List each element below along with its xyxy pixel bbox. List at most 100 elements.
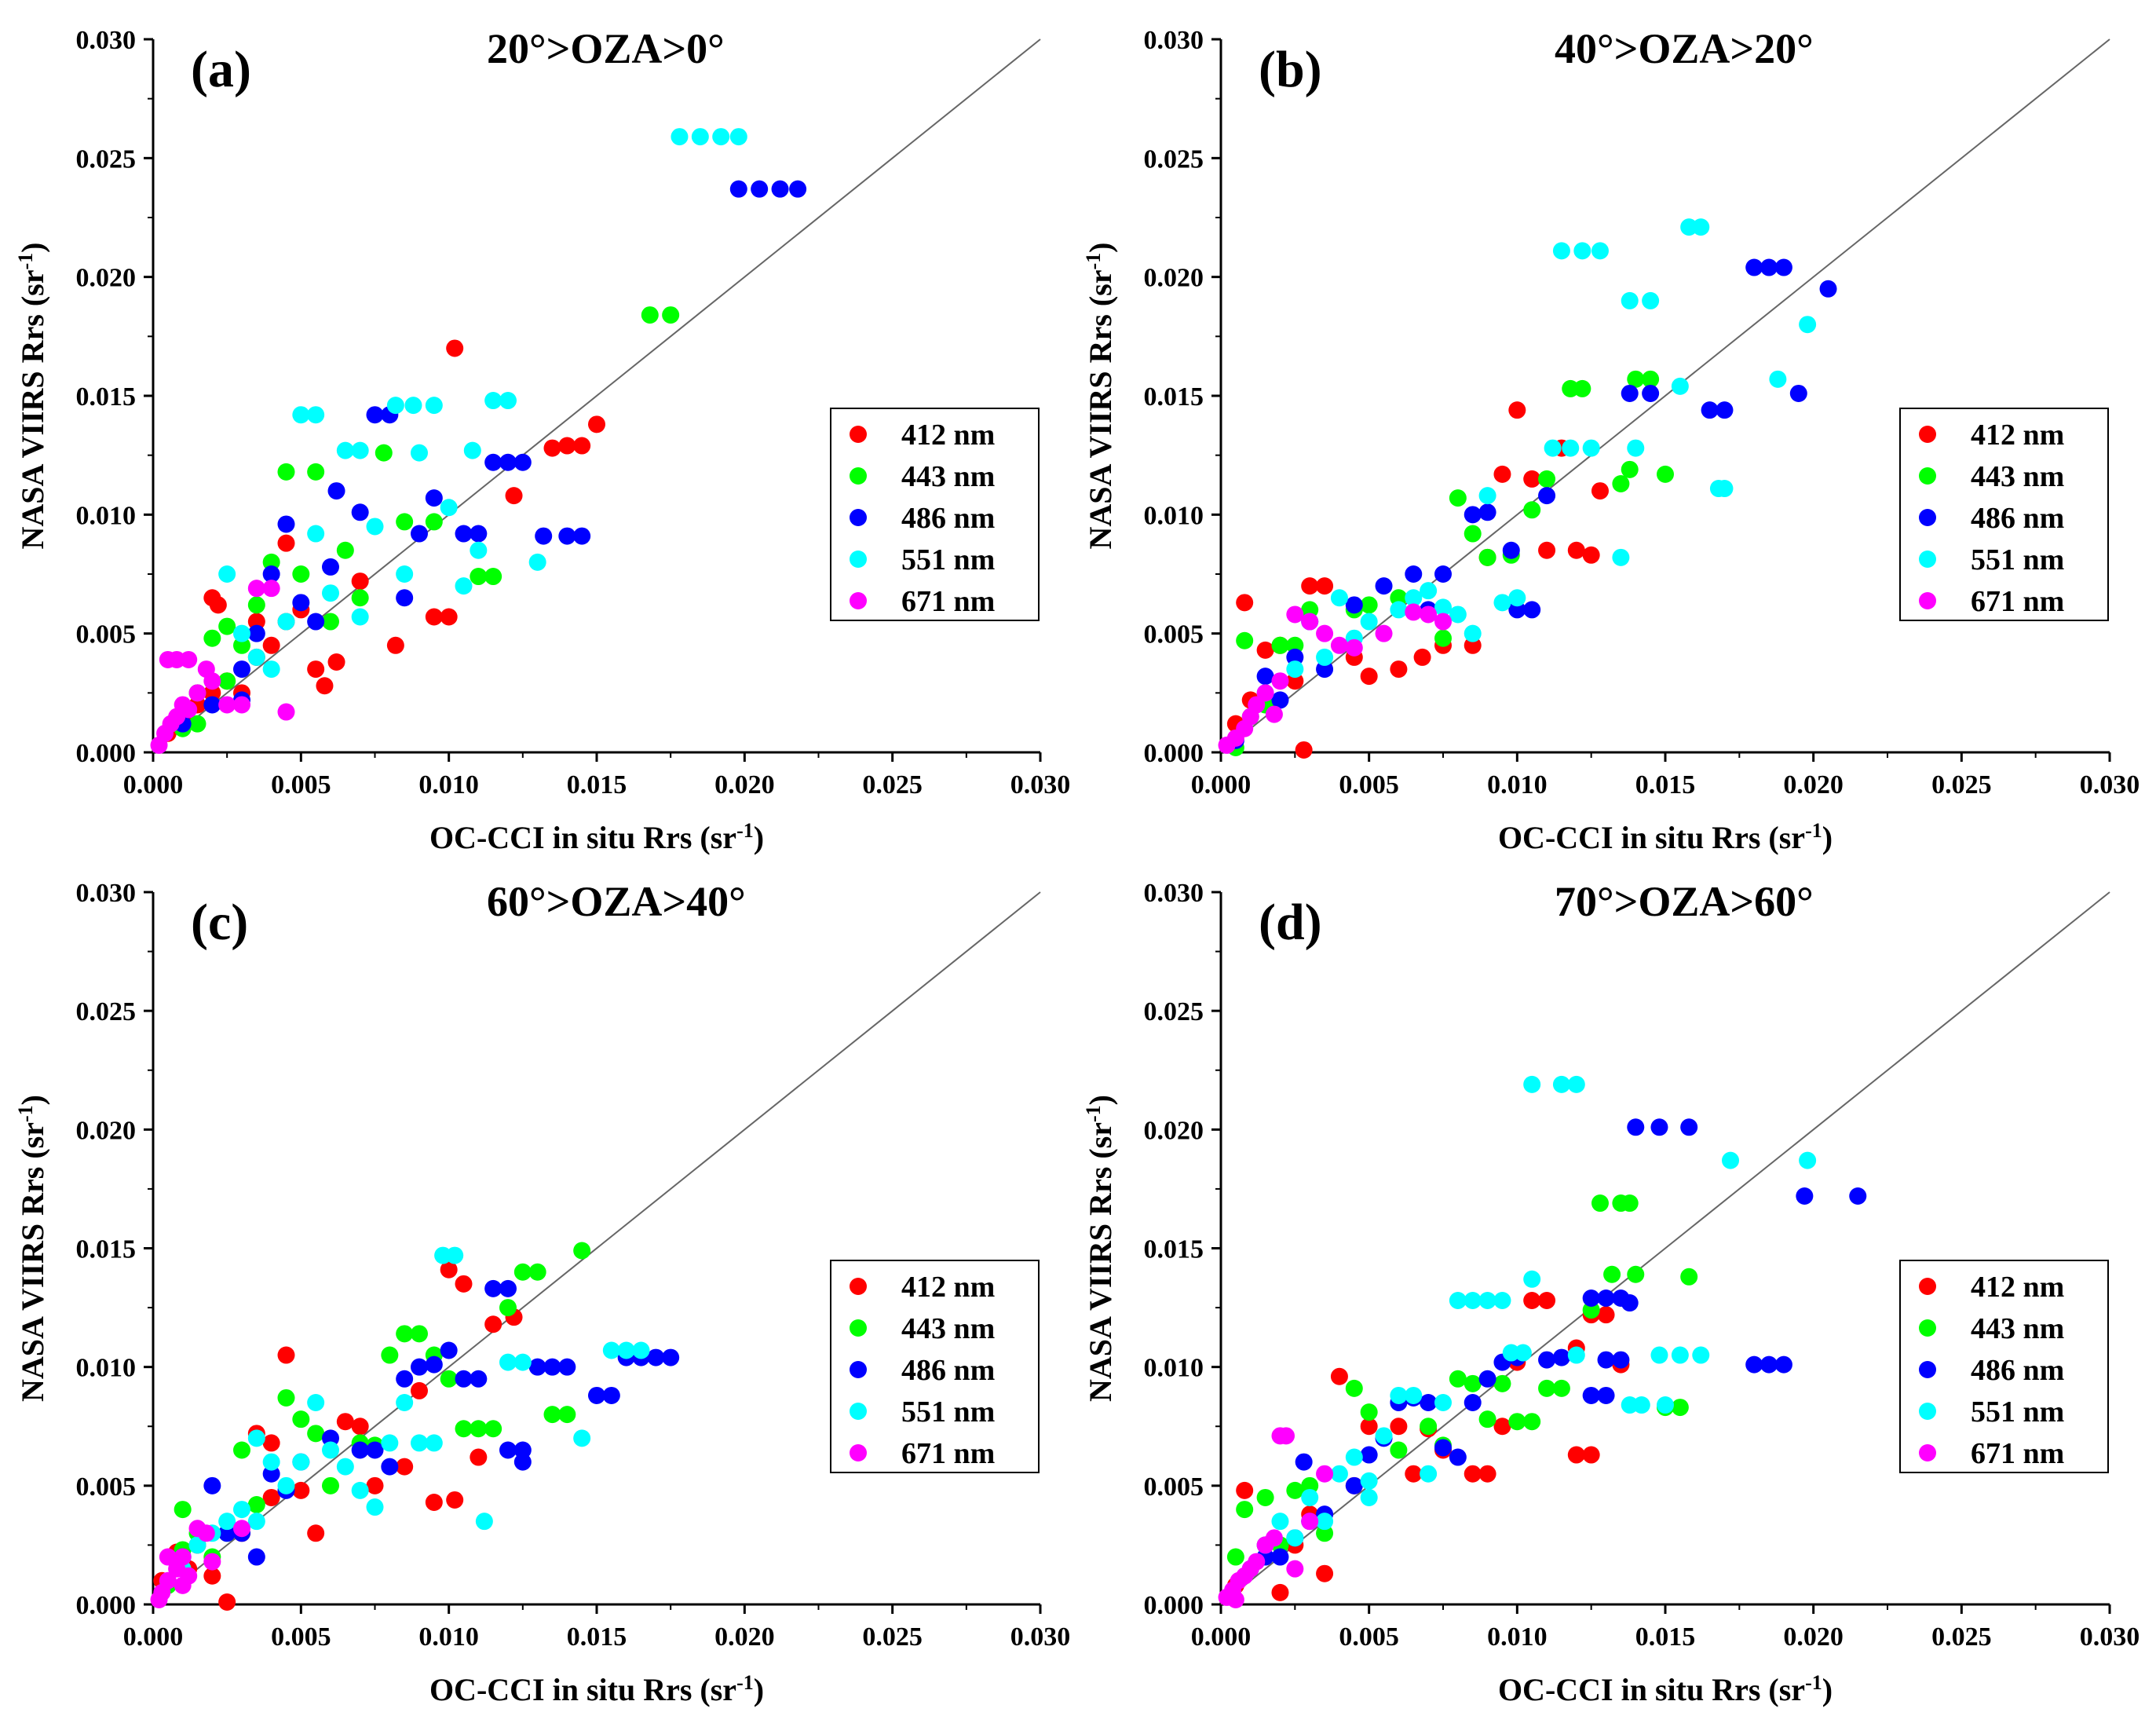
data-point: [411, 444, 428, 462]
data-point: [262, 1488, 280, 1506]
data-point: [1478, 1410, 1496, 1429]
data-point: [1295, 741, 1313, 759]
data-point: [1375, 577, 1393, 595]
data-point: [1627, 1265, 1645, 1283]
data-point: [434, 1246, 452, 1264]
data-point: [647, 1348, 665, 1366]
data-point: [1464, 624, 1482, 642]
data-point: [440, 1341, 458, 1359]
data-point: [1567, 1346, 1585, 1364]
data-point: [463, 441, 481, 459]
data-point: [307, 1524, 325, 1542]
x-axis-label-text: OC-CCI in situ Rrs (sr: [429, 1672, 736, 1707]
legend-label: 551 nm: [1971, 1396, 2064, 1429]
x-axis-label-exponent: -1: [1805, 1671, 1822, 1694]
data-point: [1538, 1292, 1556, 1310]
legend-label: 671 nm: [1971, 585, 2064, 618]
data-point: [233, 1501, 250, 1519]
data-point: [1544, 439, 1562, 457]
data-point: [1680, 1118, 1698, 1136]
y-axis-label-exponent: -1: [14, 1105, 37, 1122]
data-point: [247, 1548, 265, 1566]
data-point: [470, 1448, 488, 1466]
data-point: [1420, 605, 1438, 624]
series-551-nm: [1256, 1075, 1817, 1554]
one-to-one-line: [1220, 38, 2110, 753]
data-point: [307, 525, 325, 543]
data-point: [1236, 631, 1254, 649]
data-point: [292, 565, 310, 583]
data-point: [425, 1434, 443, 1452]
data-point: [351, 1441, 369, 1459]
data-point: [174, 1576, 192, 1594]
data-point: [1538, 487, 1556, 505]
data-point: [425, 1493, 443, 1511]
data-point: [1301, 577, 1319, 595]
data-point: [203, 629, 221, 647]
data-point: [381, 1458, 399, 1476]
data-point: [1360, 668, 1378, 686]
data-point: [1236, 1481, 1254, 1499]
data-point: [1286, 1560, 1304, 1578]
data-point: [1286, 1481, 1304, 1499]
x-axis-label-exponent: -1: [736, 819, 754, 842]
data-point: [771, 180, 789, 198]
x-tick-label: 0.015: [1635, 770, 1696, 799]
y-tick-label: 0.015: [76, 382, 137, 412]
legend-label: 551 nm: [1971, 543, 2064, 576]
legend-label: 486 nm: [1971, 502, 2064, 535]
x-axis-label-close: ): [1822, 820, 1833, 855]
data-point: [1301, 1513, 1319, 1531]
data-point: [751, 180, 769, 198]
x-tick-label: 0.020: [714, 770, 775, 799]
data-point: [1597, 1386, 1615, 1404]
data-point: [1621, 1294, 1639, 1312]
data-point: [404, 397, 422, 415]
data-point: [1434, 629, 1452, 647]
data-point: [1286, 636, 1304, 654]
data-point: [1621, 291, 1639, 309]
y-axis-label-exponent: -1: [14, 253, 37, 270]
x-tick-label: 0.015: [567, 1622, 627, 1652]
one-to-one-line: [152, 38, 1041, 753]
y-tick-label: 0.000: [76, 739, 137, 768]
y-tick-label: 0.020: [76, 264, 137, 293]
data-point: [233, 660, 250, 679]
data-point: [440, 608, 458, 626]
data-point: [440, 499, 458, 517]
data-point: [1523, 601, 1541, 619]
data-point: [1256, 641, 1274, 659]
data-point: [1621, 460, 1639, 478]
data-point: [351, 441, 369, 459]
data-point: [617, 1341, 635, 1359]
y-axis-label: NASA VIIRS Rrs (sr-1): [1082, 1095, 1119, 1402]
data-point: [455, 1275, 473, 1293]
x-axis-label-exponent: -1: [736, 1671, 754, 1694]
data-point: [292, 1410, 310, 1429]
data-point: [327, 482, 345, 500]
data-point: [1390, 601, 1408, 619]
data-point: [475, 1513, 493, 1531]
data-point: [470, 541, 488, 559]
data-point: [247, 1496, 265, 1514]
data-point: [1514, 1344, 1532, 1362]
data-point: [1502, 541, 1520, 559]
data-point: [307, 613, 325, 631]
data-point: [1413, 648, 1431, 666]
data-point: [499, 1299, 517, 1317]
data-point: [1799, 316, 1817, 334]
data-point: [1582, 439, 1600, 457]
legend-marker: [1919, 509, 1936, 526]
y-tick-label: 0.015: [76, 1235, 137, 1264]
data-point: [1582, 1386, 1600, 1404]
data-point: [1789, 384, 1807, 402]
data-point: [1573, 379, 1591, 397]
data-point: [1449, 489, 1467, 507]
data-point: [1316, 577, 1334, 595]
y-axis-label-exponent: -1: [1082, 253, 1105, 270]
data-point: [411, 1325, 428, 1343]
data-point: [292, 594, 310, 612]
data-point: [513, 1263, 532, 1281]
data-point: [1286, 1529, 1304, 1547]
data-point: [203, 696, 221, 714]
